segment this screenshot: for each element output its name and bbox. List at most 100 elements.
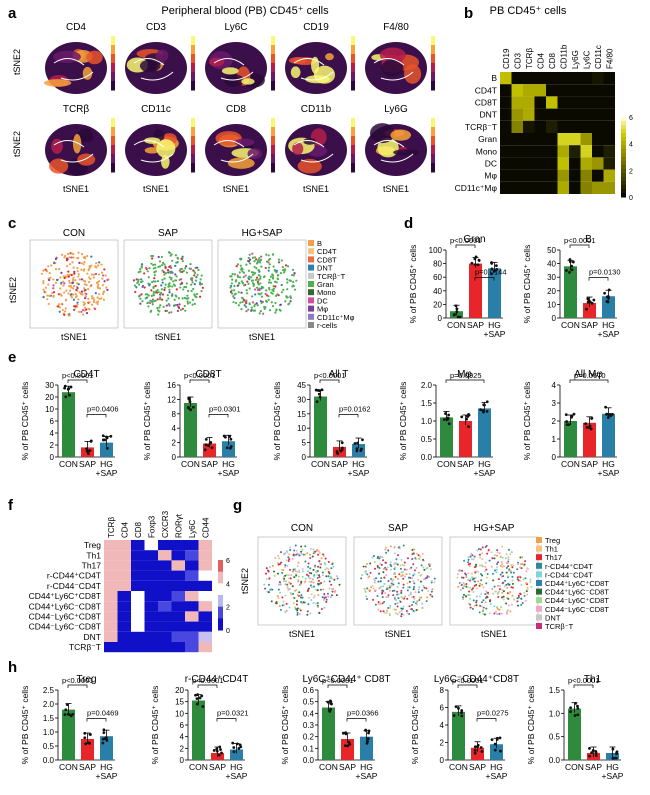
panel-g-tsne-conditions: tSNE2CONtSNE1SAPtSNE1HG+SAPtSNE1TregTh1T… — [240, 523, 609, 639]
tsne-point — [322, 598, 325, 601]
tsne-point — [500, 612, 503, 615]
heatmap-col-label: Ly6G — [571, 50, 580, 69]
heatmap-cell — [131, 550, 145, 561]
data-point — [606, 416, 610, 419]
y-tick-label: 20 — [547, 287, 556, 296]
tsne-point — [72, 266, 75, 269]
tsne-point — [160, 284, 163, 287]
tsne-point — [47, 302, 50, 306]
tsne-point — [408, 612, 411, 615]
data-point — [66, 387, 70, 391]
tsne-point — [68, 279, 71, 282]
tsne-point — [288, 558, 291, 561]
tsne-point — [162, 305, 165, 308]
data-point — [455, 307, 459, 311]
tsne-point — [186, 302, 189, 305]
heatmap-cell — [557, 181, 569, 194]
tsne-point — [324, 568, 327, 571]
y-tick-label: 6 — [50, 417, 55, 426]
tsne-point — [376, 557, 379, 560]
heatmap-row-label: r-CD44⁻CD4T — [47, 581, 101, 591]
heatmap-cell — [104, 540, 118, 551]
legend-swatch — [536, 562, 542, 569]
tsne-point — [315, 602, 318, 605]
heatmap-col-label: Ly6C — [188, 519, 197, 538]
data-point — [570, 415, 573, 419]
tsne-point — [174, 254, 178, 257]
tsne-point — [487, 548, 490, 551]
tsne-point — [491, 572, 494, 575]
colorbar-segment — [271, 63, 275, 73]
data-point — [570, 264, 574, 268]
tsne-point — [170, 253, 173, 256]
y-tick-label: 8 — [172, 410, 177, 419]
colorbar-segment — [351, 54, 355, 64]
tsne-point — [80, 292, 83, 296]
heatmap-cell — [603, 120, 615, 133]
colorbar-tick: 6 — [226, 558, 230, 565]
tsne-point — [519, 593, 522, 596]
tsne-point — [397, 582, 400, 585]
tsne-point — [420, 596, 423, 599]
tsne-point — [256, 280, 259, 284]
tsne-point — [526, 593, 529, 596]
data-point — [479, 408, 483, 412]
tsne-point — [257, 274, 260, 277]
tsne-point — [467, 578, 470, 581]
x-tick-label: SAP — [457, 459, 474, 469]
tsne-point — [58, 306, 61, 309]
tsne-point — [87, 297, 90, 301]
heatmap-col-label: CD8 — [548, 52, 557, 69]
data-point — [341, 731, 345, 735]
colorbar-segment — [111, 163, 115, 173]
tsne-point — [390, 582, 393, 585]
tsne-point — [277, 561, 280, 564]
heatmap-cell — [171, 570, 185, 581]
tsne-point — [54, 281, 58, 284]
heatmap-row-label: r-CD44⁺CD4T — [47, 571, 101, 581]
heatmap-cell — [603, 181, 615, 194]
data-point — [567, 423, 571, 427]
tsne-point — [416, 600, 419, 603]
tsne-point — [85, 292, 88, 296]
tsne-point — [377, 608, 380, 611]
tsne-point — [155, 291, 159, 294]
tsne-point — [282, 600, 285, 603]
tsne-point — [55, 278, 59, 281]
tsne-point — [519, 576, 522, 579]
tsne-point — [168, 285, 171, 288]
tsne-point — [77, 283, 80, 286]
tsne-point — [475, 601, 478, 604]
tsne-point — [174, 264, 177, 267]
tsne-point — [335, 594, 338, 597]
y-tick-label: 1.5 — [421, 399, 433, 408]
tsne-point — [42, 296, 45, 299]
colorbar-segment — [431, 36, 435, 46]
tsne-point — [174, 279, 177, 282]
tsne-point — [489, 602, 492, 605]
tsne-point — [385, 551, 388, 554]
tsne-point — [316, 606, 319, 609]
tsne-point — [241, 300, 244, 304]
tsne-point — [433, 577, 436, 580]
tsne-point — [75, 288, 78, 291]
tsne-point — [166, 294, 169, 297]
tsne-point — [365, 566, 368, 569]
colorbar-segment — [218, 571, 223, 584]
data-point — [195, 702, 199, 706]
tsne-point — [332, 565, 335, 568]
tsne-point — [476, 549, 479, 552]
x-tick-label: HG — [100, 459, 113, 469]
data-point — [231, 741, 235, 745]
tsne-point — [152, 285, 155, 288]
tsne-point — [381, 602, 384, 605]
tsne-point — [52, 284, 55, 287]
tsne-point — [316, 602, 319, 605]
legend-swatch — [308, 240, 314, 246]
colorbar-segment — [111, 145, 115, 155]
panel-g-xlabel: tSNE1 — [289, 629, 315, 639]
tsne-point — [157, 255, 160, 259]
bar — [100, 442, 113, 457]
tsne-point — [235, 265, 238, 268]
